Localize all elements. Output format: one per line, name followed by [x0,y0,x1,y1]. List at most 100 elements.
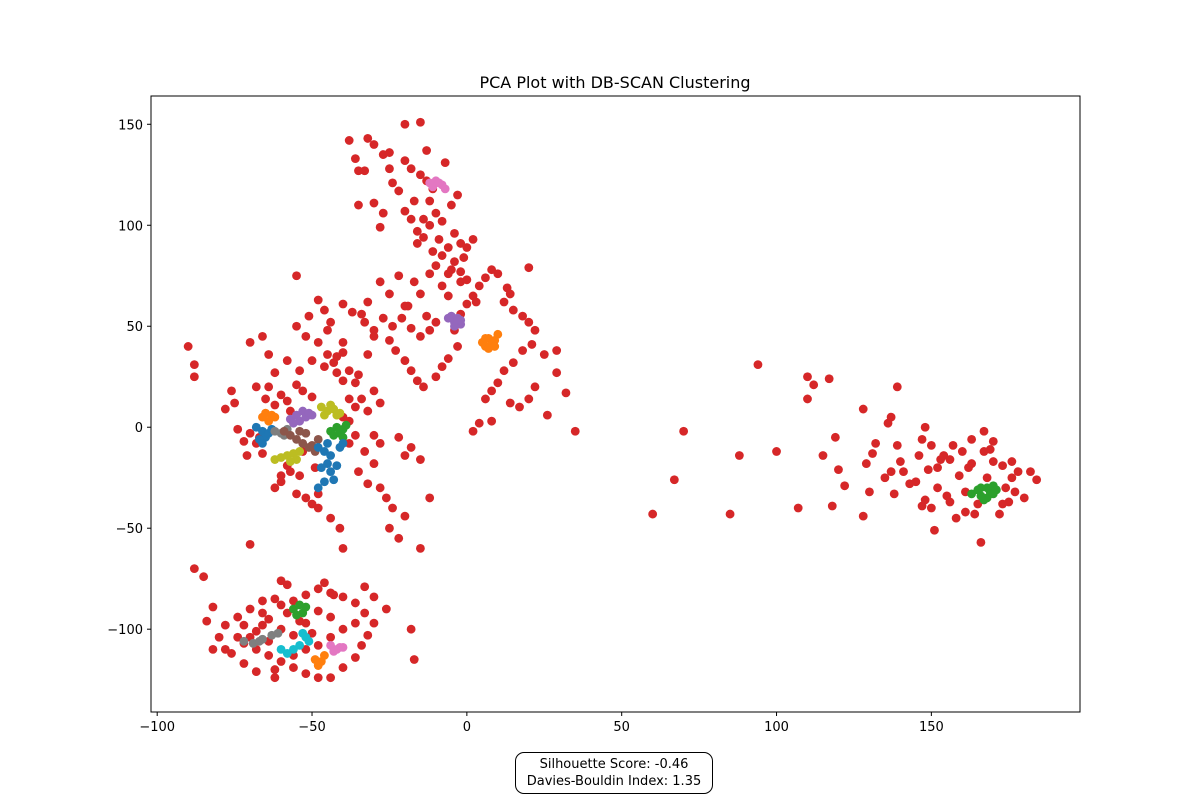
noise-point [298,386,308,396]
noise-point [481,273,490,283]
noise-point [258,331,267,341]
noise-point [344,438,354,448]
noise-point [199,572,209,582]
noise-point [245,539,255,549]
cluster-4-point [258,438,267,448]
noise-point [422,146,432,155]
noise-point [1010,487,1020,497]
noise-point [406,323,416,333]
noise-point [487,386,497,396]
noise-point [1013,467,1023,477]
noise-point [282,356,292,365]
davies-bouldin-index-text: Davies-Bouldin Index: 1.35 [526,774,702,789]
noise-point [861,459,871,468]
noise-point [976,537,986,547]
y-tick-label: 50 [126,320,143,335]
noise-point [276,657,286,666]
noise-point [189,564,199,574]
noise-point [453,342,462,351]
x-axis: −100 −50 0 50 100 150 [139,712,944,735]
noise-point [394,186,404,196]
noise-point [264,651,274,660]
cluster-3-point [270,412,280,422]
noise-point [443,354,453,363]
noise-point [412,226,422,236]
noise-point [400,156,410,166]
noise-point [725,509,735,519]
noise-point [344,366,354,376]
noise-point [363,350,373,359]
x-tick-label: 100 [764,720,789,735]
noise-point [899,467,908,477]
score-annotation-box: Silhouette Score: -0.46 Davies-Bouldin I… [515,752,713,794]
noise-point [998,499,1007,509]
noise-point [416,544,425,553]
noise-point [282,396,292,406]
noise-point [258,608,267,618]
noise-point [809,380,819,390]
noise-point [926,503,936,513]
noise-point [961,507,970,517]
noise-point [332,368,342,378]
noise-point [416,170,425,180]
noise-point [530,382,540,392]
cluster-2-point [490,342,500,351]
noise-point [462,299,472,309]
cluster-8-point [332,410,342,420]
noise-point [282,580,292,590]
noise-point [926,441,936,450]
noise-point [183,342,193,351]
noise-point [446,200,456,210]
noise-point [214,632,224,642]
noise-point [982,473,992,483]
y-tick-label: 0 [135,421,143,436]
cluster-15-point [320,651,329,660]
noise-point [669,475,679,485]
noise-point [385,148,394,157]
cluster-17-point [976,483,986,493]
cluster-13-point [273,628,283,638]
noise-point [400,301,410,311]
noise-point [292,380,301,390]
noise-point [369,140,379,149]
noise-point [313,338,323,347]
noise-point [338,624,348,634]
cluster-1-point [456,315,466,325]
noise-point [499,366,509,376]
noise-point [375,438,385,448]
noise-point [679,426,689,436]
noise-point [375,277,385,287]
noise-point [208,644,218,654]
noise-point [381,493,391,503]
noise-point [753,360,763,370]
noise-point [524,394,534,404]
noise-point [258,596,267,606]
noise-point [419,382,428,392]
noise-point [276,477,286,487]
noise-point [375,483,385,493]
noise-point [434,234,444,244]
noise-point [326,317,336,327]
noise-point [270,673,280,683]
noise-point [338,338,348,347]
cluster-10-point [295,447,305,456]
cluster-16-point [338,642,348,652]
noise-point [289,630,298,640]
noise-point [264,382,274,392]
noise-point [988,457,998,466]
noise-point [437,216,447,226]
noise-point [508,358,518,367]
noise-point [515,402,524,412]
cluster-0-point [440,184,450,194]
noise-point [397,313,407,323]
plot-frame [150,95,1081,713]
noise-point [416,331,425,341]
noise-point [357,309,366,319]
noise-point [369,198,379,208]
noise-point [400,511,410,521]
noise-point [1026,467,1035,477]
noise-point [388,503,397,513]
noise-point [892,441,902,450]
cluster-11-point [338,438,348,448]
